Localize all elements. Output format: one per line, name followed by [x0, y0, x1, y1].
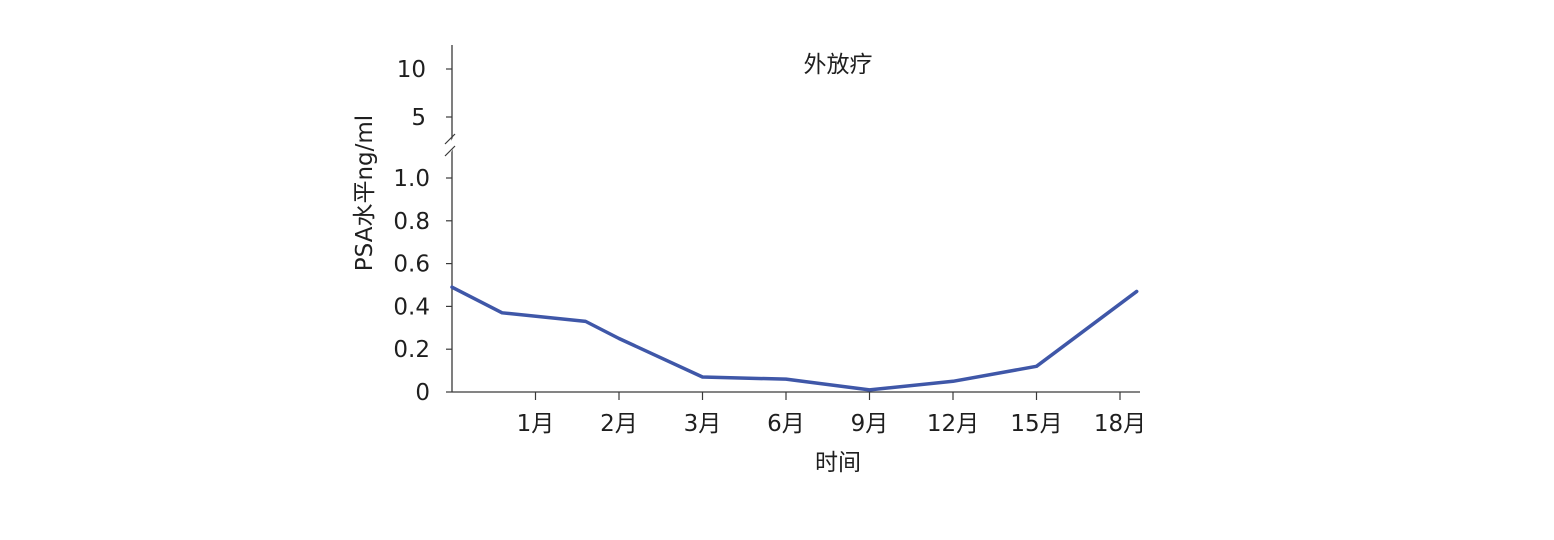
y-tick-label-upper: 10 [397, 57, 426, 83]
y-tick-label-lower: 0 [415, 380, 430, 406]
psa-series-line [450, 285, 1139, 392]
y-tick-label-lower: 0.4 [393, 294, 430, 320]
x-axis-label: 时间 [815, 450, 861, 476]
y-tick-label-lower: 0.6 [393, 252, 430, 278]
y-tick-label-lower: 0.8 [393, 209, 430, 235]
labels-layer: 外放疗 时间 PSA水平ng/ml [352, 52, 873, 476]
x-tick-label: 1月 [517, 411, 555, 437]
x-tick-label: 3月 [684, 411, 722, 437]
y-tick-label-lower: 1.0 [393, 166, 430, 192]
x-tick-label: 15月 [1010, 411, 1062, 437]
y-axis-label: PSA水平ng/ml [352, 115, 378, 271]
y-tick-label-lower: 0.2 [393, 337, 430, 363]
axes-layer [444, 45, 1140, 393]
ticks-layer: 0 0.2 0.4 0.6 0.8 1.0 5 10 1月 2月 3月 6月 9月 12月 15月 18月 [393, 57, 1146, 437]
x-tick-label: 12月 [927, 411, 979, 437]
y-axis-break-mark-2 [444, 145, 456, 157]
series-layer [450, 285, 1139, 392]
chart-title: 外放疗 [804, 52, 873, 78]
x-tick-label: 2月 [600, 411, 638, 437]
x-tick-label: 18月 [1094, 411, 1146, 437]
y-tick-label-upper: 5 [411, 105, 426, 131]
y-axis-break-gap [446, 137, 458, 153]
x-tick-label: 9月 [851, 411, 889, 437]
y-axis-break-mark-1 [444, 133, 456, 145]
x-tick-label: 6月 [767, 411, 805, 437]
